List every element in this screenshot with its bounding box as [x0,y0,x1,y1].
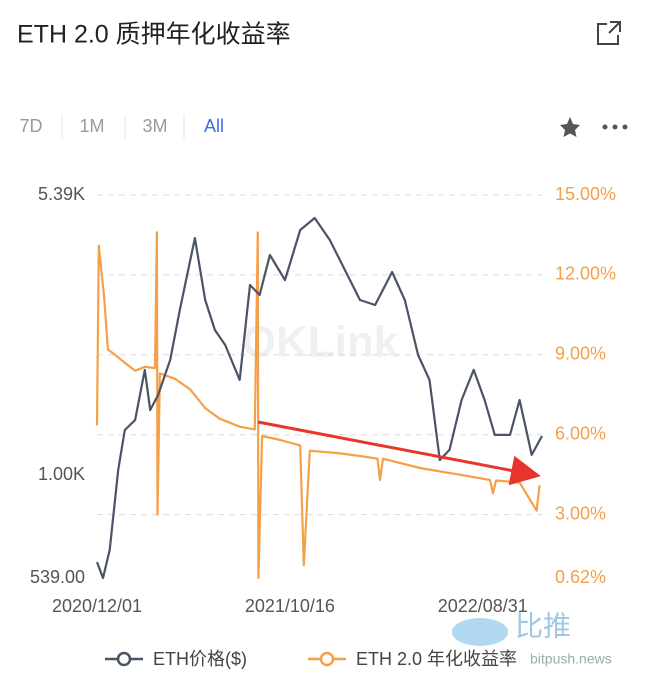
x-tick-label: 2022/08/31 [438,596,528,616]
y2-tick-label: 15.00% [555,184,616,204]
data-line [95,216,543,580]
x-tick-label: 2020/12/01 [52,596,142,616]
range-tab[interactable]: 1M [79,116,104,136]
y2-tick-label: 0.62% [555,567,606,587]
favorite-icon[interactable] [560,117,580,137]
y-tick-label: 1.00K [38,464,85,484]
legend-marker [116,651,132,667]
trend-arrow [257,420,541,486]
watermark: 比推 [515,610,571,641]
watermark: bitpush.news [530,651,612,667]
x-tick-label: 2021/10/16 [245,596,335,616]
y-tick-label: 5.39K [38,184,85,204]
more-icon[interactable] [602,124,628,130]
data-line [95,231,541,580]
y2-tick-label: 9.00% [555,344,606,364]
y2-tick-label: 12.00% [555,264,616,284]
title: ETH 2.0 质押年化收益率 [17,21,291,49]
legend-label: ETH 2.0 年化收益率 [356,649,517,669]
watermark: OKLink [242,318,399,367]
y2-tick-label: 3.00% [555,503,606,523]
legend-marker [319,651,335,667]
watermark-logo [452,618,508,646]
range-tab[interactable]: 7D [19,116,42,136]
range-tab[interactable]: 3M [142,116,167,136]
legend-label: ETH价格($) [153,649,247,669]
y-tick-label: 539.00 [30,567,85,587]
share-icon[interactable] [597,21,621,45]
range-tab[interactable]: All [204,116,224,136]
y2-tick-label: 6.00% [555,423,606,443]
